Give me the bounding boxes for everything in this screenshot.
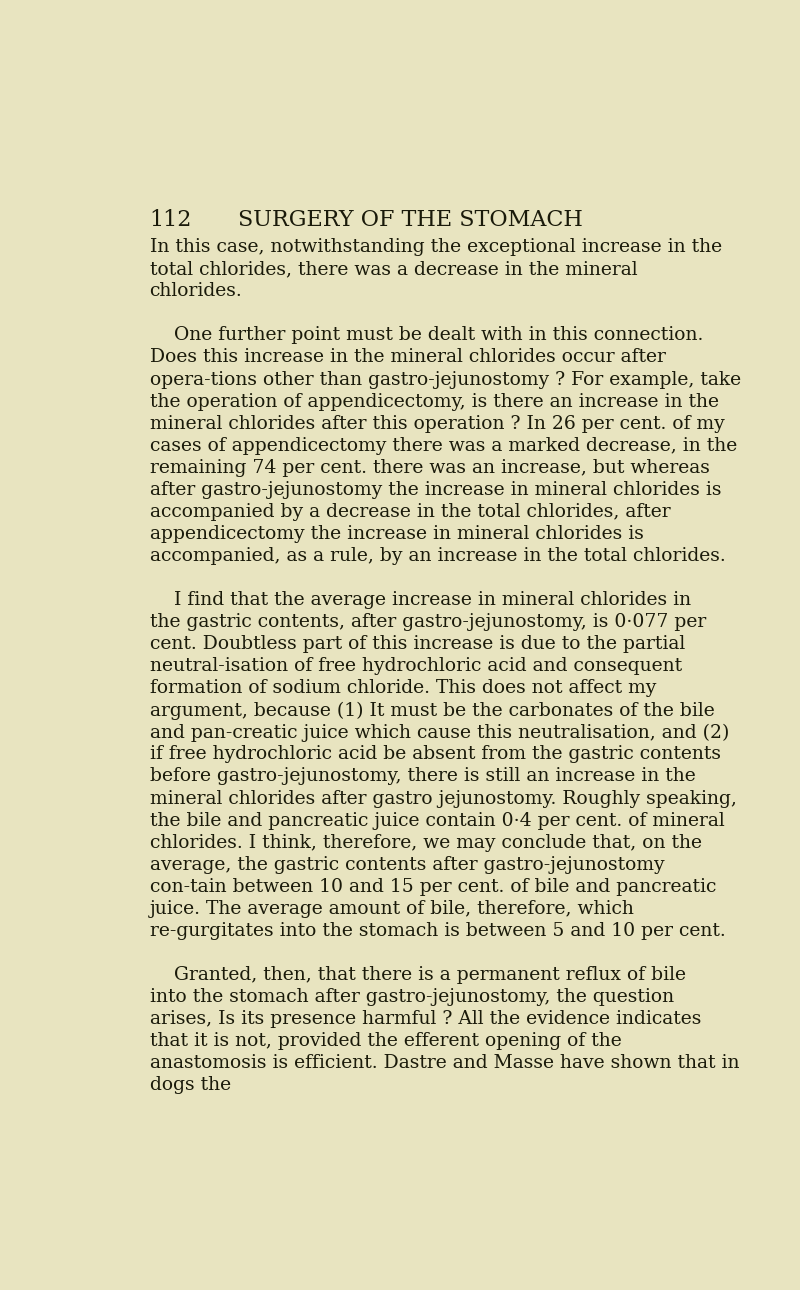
Text: opera-tions other than gastro-jejunostomy ? For example, take: opera-tions other than gastro-jejunostom… — [150, 370, 741, 388]
Text: chlorides. I think, therefore, we may conclude that, on the: chlorides. I think, therefore, we may co… — [150, 833, 702, 851]
Text: average, the gastric contents after gastro-jejunostomy: average, the gastric contents after gast… — [150, 855, 664, 873]
Text: formation of sodium chloride. This does not affect my: formation of sodium chloride. This does … — [150, 680, 656, 698]
Text: remaining 74 per cent. there was an increase, but whereas: remaining 74 per cent. there was an incr… — [150, 459, 710, 477]
Text: accompanied, as a rule, by an increase in the total chlorides.: accompanied, as a rule, by an increase i… — [150, 547, 726, 565]
Text: anastomosis is efficient. Dastre and Masse have shown that in: anastomosis is efficient. Dastre and Mas… — [150, 1054, 739, 1072]
Text: Does this increase in the mineral chlorides occur after: Does this increase in the mineral chlori… — [150, 348, 666, 366]
Text: dogs the: dogs the — [150, 1076, 230, 1094]
Text: and pan-creatic juice which cause this neutralisation, and (2): and pan-creatic juice which cause this n… — [150, 724, 729, 742]
Text: arises, Is its presence harmful ? All the evidence indicates: arises, Is its presence harmful ? All th… — [150, 1010, 701, 1028]
Text: appendicectomy the increase in mineral chlorides is: appendicectomy the increase in mineral c… — [150, 525, 643, 543]
Text: mineral chlorides after this operation ? In 26 per cent. of my: mineral chlorides after this operation ?… — [150, 414, 724, 432]
Text: juice. The average amount of bile, therefore, which: juice. The average amount of bile, there… — [150, 900, 634, 917]
Text: SURGERY OF THE STOMACH: SURGERY OF THE STOMACH — [238, 209, 582, 231]
Text: con-tain between 10 and 15 per cent. of bile and pancreatic: con-tain between 10 and 15 per cent. of … — [150, 877, 716, 895]
Text: the gastric contents, after gastro-jejunostomy, is 0·077 per: the gastric contents, after gastro-jejun… — [150, 613, 706, 631]
Text: accompanied by a decrease in the total chlorides, after: accompanied by a decrease in the total c… — [150, 503, 670, 521]
Text: I find that the average increase in mineral chlorides in: I find that the average increase in mine… — [150, 591, 690, 609]
Text: total chlorides, there was a decrease in the mineral: total chlorides, there was a decrease in… — [150, 261, 638, 279]
Text: if free hydrochloric acid be absent from the gastric contents: if free hydrochloric acid be absent from… — [150, 746, 721, 764]
Text: before gastro-jejunostomy, there is still an increase in the: before gastro-jejunostomy, there is stil… — [150, 768, 695, 786]
Text: 112: 112 — [150, 209, 192, 231]
Text: the bile and pancreatic juice contain 0·4 per cent. of mineral: the bile and pancreatic juice contain 0·… — [150, 811, 724, 829]
Text: mineral chlorides after gastro jejunostomy. Roughly speaking,: mineral chlorides after gastro jejunosto… — [150, 789, 737, 808]
Text: re-gurgitates into the stomach is between 5 and 10 per cent.: re-gurgitates into the stomach is betwee… — [150, 922, 726, 940]
Text: that it is not, provided the efferent opening of the: that it is not, provided the efferent op… — [150, 1032, 622, 1050]
Text: cases of appendicectomy there was a marked decrease, in the: cases of appendicectomy there was a mark… — [150, 437, 737, 454]
Text: Granted, then, that there is a permanent reflux of bile: Granted, then, that there is a permanent… — [150, 966, 686, 984]
Text: into the stomach after gastro-jejunostomy, the question: into the stomach after gastro-jejunostom… — [150, 988, 674, 1006]
Text: after gastro-jejunostomy the increase in mineral chlorides is: after gastro-jejunostomy the increase in… — [150, 481, 721, 499]
Text: cent. Doubtless part of this increase is due to the partial: cent. Doubtless part of this increase is… — [150, 635, 685, 653]
Text: In this case, notwithstanding the exceptional increase in the: In this case, notwithstanding the except… — [150, 239, 722, 257]
Text: One further point must be dealt with in this connection.: One further point must be dealt with in … — [150, 326, 703, 344]
Text: the operation of appendicectomy, is there an increase in the: the operation of appendicectomy, is ther… — [150, 392, 718, 410]
Text: argument, because (1) It must be the carbonates of the bile: argument, because (1) It must be the car… — [150, 702, 714, 720]
Text: chlorides.: chlorides. — [150, 283, 242, 301]
Text: neutral-isation of free hydrochloric acid and consequent: neutral-isation of free hydrochloric aci… — [150, 657, 682, 675]
